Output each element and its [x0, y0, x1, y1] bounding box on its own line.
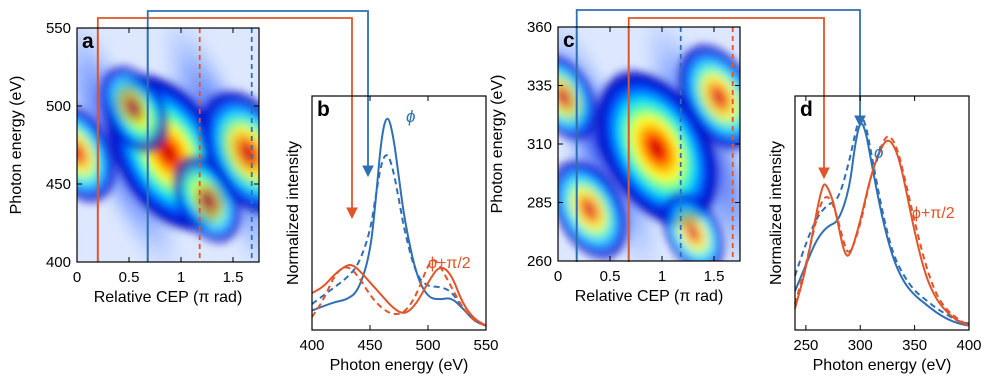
x-tick-label: 1	[177, 269, 185, 286]
y-tick-label: 550	[46, 20, 71, 37]
axes-frame	[311, 95, 487, 331]
y-axis-label: Normalized intensity	[285, 141, 302, 285]
x-axis-label: Photon energy (eV)	[330, 357, 469, 374]
heatmap-hotspot	[675, 41, 740, 153]
x-tick-label: 0	[73, 269, 81, 286]
heatmap-c	[558, 27, 740, 261]
y-tick-label: 450	[46, 176, 71, 193]
y-tick-label: 285	[527, 195, 552, 212]
x-tick-label: 450	[357, 337, 382, 354]
phi-shift-label-d: ϕ+π/2	[912, 205, 955, 222]
phi-label-b: ϕ	[406, 107, 415, 126]
heatmap-a	[77, 0, 418, 298]
y-tick-label: 260	[527, 253, 552, 270]
x-axis-label: Photon energy (eV)	[813, 357, 952, 374]
y-tick-label: 400	[46, 254, 71, 271]
heatmap-hotspot	[558, 156, 630, 261]
x-axis-label: Relative CEP (π rad)	[94, 289, 243, 306]
x-tick-label: 0.5	[119, 269, 140, 286]
x-tick-label: 300	[848, 337, 873, 354]
x-tick-label: 400	[299, 337, 324, 354]
axes-frame	[76, 27, 260, 263]
x-axis-label: Relative CEP (π rad)	[575, 288, 724, 305]
axes-frame	[794, 95, 970, 331]
heatmap-hotspot	[171, 153, 243, 246]
x-tick-label: 0	[554, 268, 562, 285]
x-tick-label: 1.5	[704, 268, 725, 285]
x-tick-label: 500	[415, 337, 440, 354]
panel-letter-a: a	[82, 30, 94, 53]
x-tick-label: 250	[793, 337, 818, 354]
x-tick-label: 0.5	[600, 268, 621, 285]
y-tick-label: 500	[46, 98, 71, 115]
series-line-blue-solid	[311, 117, 487, 327]
phi-label-d: ϕ	[874, 143, 883, 162]
panel-letter-b: b	[317, 98, 330, 121]
connector-arrow-orange-a	[96, 17, 353, 262]
y-tick-label: 310	[527, 136, 552, 153]
x-tick-label: 550	[473, 337, 498, 354]
y-axis-label: Photon energy (eV)	[489, 75, 506, 214]
y-axis-label: Photon energy (eV)	[8, 76, 25, 215]
series-line-blue-dashed	[794, 115, 970, 325]
y-axis-label: Normalized intensity	[768, 141, 785, 285]
x-tick-label: 1	[658, 268, 666, 285]
phi-shift-label-b: ϕ+π/2	[428, 255, 471, 272]
series-line-blue-dashed	[311, 154, 487, 327]
connector-arrow-blue-a	[146, 10, 369, 262]
x-tick-label: 350	[902, 337, 927, 354]
panel-letter-c: c	[563, 29, 575, 52]
connector-arrow-blue-a-head	[362, 165, 374, 178]
heatmap-bands	[77, 0, 418, 298]
connector-arrow-blue-c	[575, 9, 861, 262]
series-line-orange-solid	[311, 263, 487, 327]
x-tick-label: 400	[956, 337, 981, 354]
y-tick-label: 360	[527, 19, 552, 36]
panel-letter-d: d	[800, 98, 813, 121]
series-line-blue-solid	[794, 122, 970, 327]
y-tick-label: 335	[527, 78, 552, 95]
heatmap-hotspot	[558, 51, 600, 144]
heatmap-hotspot	[98, 63, 171, 156]
series-line-orange-dashed	[794, 135, 970, 327]
connector-arrow-orange-c	[627, 17, 825, 262]
heatmap-hotspot	[659, 190, 727, 261]
connector-arrow-orange-c-head	[818, 167, 830, 180]
connector-arrow-blue-c-head	[854, 115, 866, 128]
axes-frame	[557, 26, 741, 262]
series-line-orange-dashed	[311, 259, 487, 327]
heatmap-bands	[558, 27, 740, 261]
heatmap-band	[235, 0, 418, 298]
connector-arrow-orange-a-head	[346, 207, 358, 220]
x-tick-label: 1.5	[223, 269, 244, 286]
